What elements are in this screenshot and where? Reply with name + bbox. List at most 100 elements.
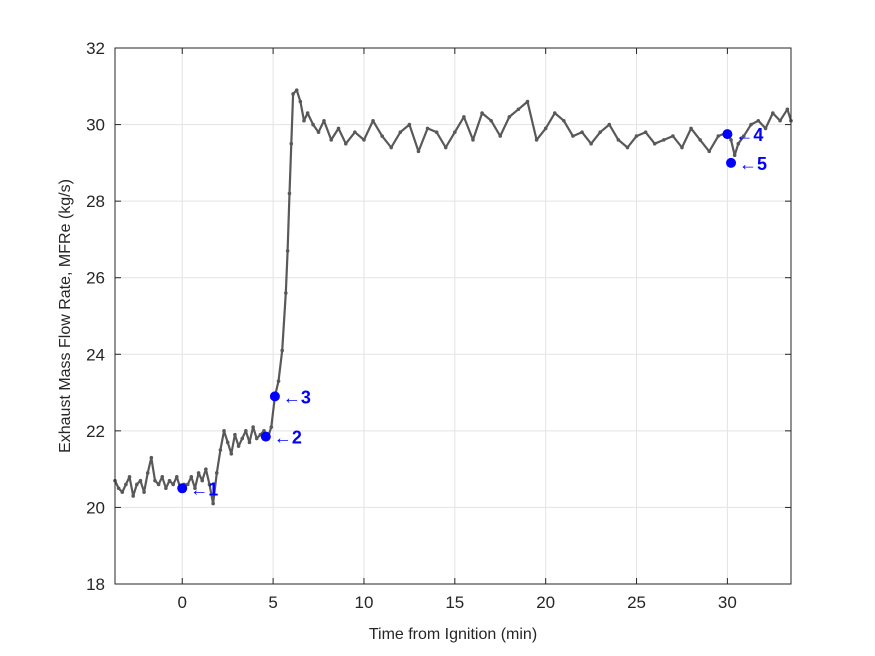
y-tick-label: 32 [86,39,105,58]
y-tick-label: 26 [86,269,105,288]
data-point [625,145,630,150]
data-point [736,141,741,146]
data-point [698,138,702,142]
data-point [284,291,288,295]
x-tick-label: 15 [445,593,464,612]
annotation-label: ←5 [739,154,767,174]
data-point [407,122,412,127]
data-point [616,138,621,142]
x-tick-label: 30 [718,593,737,612]
data-point [254,436,259,441]
y-tick-label: 30 [86,116,105,135]
ticks: 0 5 10 15 20 25 30 18 20 22 24 26 28 30 32 [86,39,791,612]
data-point [756,118,761,123]
data-point [127,475,132,479]
data-point [749,122,753,127]
data-point [276,379,281,383]
annotation-marker [269,391,280,402]
data-point [362,138,366,142]
y-tick-label: 24 [86,345,105,364]
data-point [280,348,284,353]
data-point [171,482,175,487]
data-point [135,482,139,487]
annotation-marker [177,483,188,494]
data-point [416,149,421,154]
series-line [114,88,793,505]
data-point [211,501,215,506]
data-point [138,478,143,483]
data-point [193,486,197,491]
data-point [453,130,457,135]
data-point [661,138,666,142]
data-point [305,111,310,115]
data-point [174,475,179,479]
data-point [145,471,150,475]
data-point [562,118,566,123]
data-point [580,130,584,135]
data-point [534,138,539,142]
data-point [634,134,639,138]
data-point [741,134,746,138]
data-point [251,425,255,429]
annotation-label: ←2 [274,428,302,448]
data-point [116,486,121,491]
data-point [196,471,201,475]
y-tick-label: 18 [86,575,105,594]
data-point [771,111,775,115]
data-point [389,145,394,150]
data-point [236,444,241,448]
data-point [222,429,226,433]
data-point [398,130,403,135]
data-point [471,138,475,142]
data-point [233,432,237,437]
data-point [311,122,315,127]
data-point [225,440,230,445]
data-point [434,130,439,135]
data-point [343,141,348,146]
data-point [543,126,548,131]
data-point [480,111,484,115]
data-point [247,440,252,445]
data-point [185,482,190,487]
data-point [353,130,357,135]
x-axis-label: Time from Ignition (min) [369,626,537,643]
y-tick-label: 22 [86,422,105,441]
data-point [287,191,292,196]
data-point [164,486,168,491]
x-tick-label: 0 [178,593,187,612]
data-point [598,130,602,135]
data-point [124,482,128,487]
data-point [269,425,274,429]
data-point [207,482,212,487]
data-point [498,134,503,138]
data-point [643,130,648,135]
data-point [729,138,733,142]
data-point [680,145,684,150]
data-point [167,478,172,483]
data-point [671,134,675,138]
data-point [380,134,384,138]
data-point [763,126,768,131]
data-point [425,126,430,131]
data-point [462,115,466,119]
data-point [329,138,334,142]
y-axis-label: Exhaust Mass Flow Rate, MFRe (kg/s) [57,179,74,453]
data-point [716,134,721,138]
data-point [131,494,135,498]
annotation-label: ←1 [190,479,218,499]
data-point [289,141,294,146]
x-tick-label: 5 [268,593,277,612]
data-point [240,436,245,441]
annotation-marker [260,431,271,442]
annotation-marker [722,129,733,140]
data-point [607,122,612,127]
data-point [153,478,157,483]
data-point [516,107,521,112]
data-point [316,130,321,135]
data-point [160,475,165,479]
x-tick-label: 20 [536,593,555,612]
data-point [785,107,790,112]
data-point [294,88,299,92]
data-point [302,118,306,123]
